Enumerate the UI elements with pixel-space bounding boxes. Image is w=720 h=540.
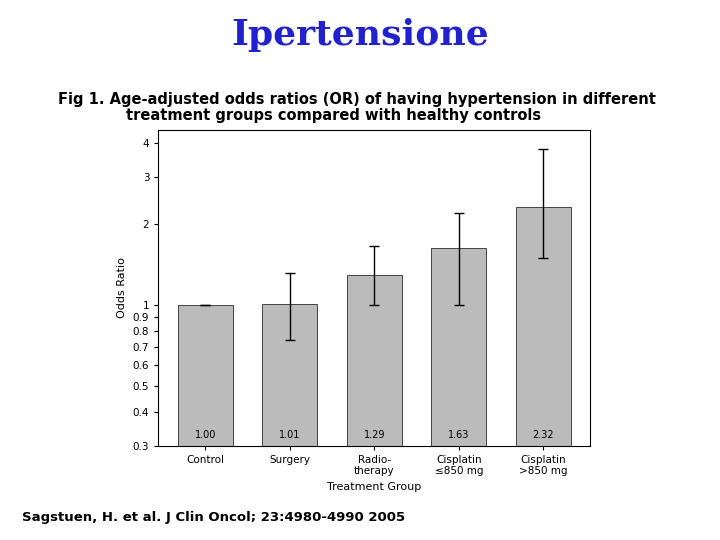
Y-axis label: Odds Ratio: Odds Ratio: [117, 257, 127, 318]
Text: 2.32: 2.32: [533, 430, 554, 440]
Bar: [263, 304, 318, 540]
Bar: [431, 248, 486, 540]
Text: Sagstuen, H. et al. J Clin Oncol; 23:4980-4990 2005: Sagstuen, H. et al. J Clin Oncol; 23:498…: [22, 511, 405, 524]
Text: 1.29: 1.29: [364, 430, 385, 440]
Text: Fig 1. Age-adjusted odds ratios (OR) of having hypertension in different: Fig 1. Age-adjusted odds ratios (OR) of …: [58, 92, 655, 107]
Bar: [347, 275, 402, 540]
Bar: [516, 207, 571, 540]
Text: 1.00: 1.00: [195, 430, 216, 440]
Text: JOURNAL OF CLINICAL ONCOLOGY: JOURNAL OF CLINICAL ONCOLOGY: [514, 515, 699, 525]
Text: Ipertensione: Ipertensione: [231, 18, 489, 52]
X-axis label: Treatment Group: Treatment Group: [328, 482, 421, 492]
Text: 1.63: 1.63: [448, 430, 469, 440]
Bar: [178, 305, 233, 540]
Text: treatment groups compared with healthy controls: treatment groups compared with healthy c…: [126, 108, 541, 123]
Text: 1.01: 1.01: [279, 430, 301, 440]
